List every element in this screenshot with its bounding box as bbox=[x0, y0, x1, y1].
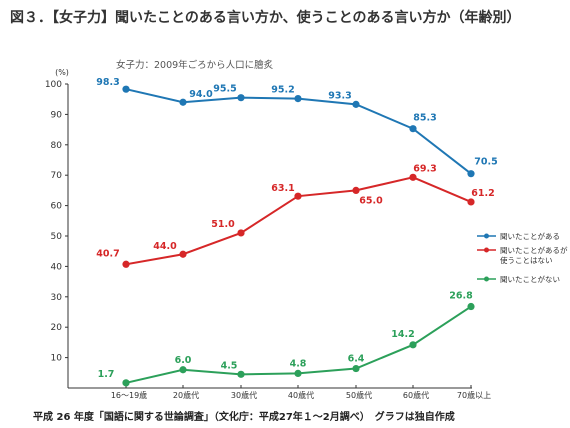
x-tick-label: 16～19歳 bbox=[111, 390, 147, 400]
data-point bbox=[409, 341, 417, 349]
legend-label: 聞いたことがない bbox=[500, 274, 560, 284]
x-tick-label: 70歳以上 bbox=[457, 390, 491, 400]
data-label: 70.5 bbox=[474, 157, 497, 168]
data-label: 51.0 bbox=[211, 219, 235, 230]
y-tick-label: 100 bbox=[45, 80, 62, 90]
y-unit-label: (%) bbox=[55, 68, 69, 77]
data-point bbox=[237, 370, 245, 378]
data-point bbox=[179, 366, 187, 374]
data-point bbox=[237, 94, 245, 102]
data-point bbox=[467, 302, 475, 311]
x-tick-label: 50歳代 bbox=[346, 390, 372, 400]
data-label: 6.0 bbox=[175, 355, 192, 366]
data-point bbox=[467, 198, 475, 206]
y-tick-label: 80 bbox=[51, 141, 63, 151]
data-point bbox=[122, 379, 130, 387]
data-point bbox=[294, 94, 302, 103]
data-label: 69.3 bbox=[413, 163, 436, 174]
legend-label: 聞いたことがある bbox=[500, 231, 560, 241]
y-tick-label: 10 bbox=[51, 354, 63, 364]
y-tick-label: 20 bbox=[51, 323, 63, 333]
data-point bbox=[467, 170, 475, 178]
legend-marker bbox=[484, 276, 489, 282]
data-label: 65.0 bbox=[359, 195, 383, 206]
data-label: 26.8 bbox=[449, 291, 473, 302]
data-label: 63.1 bbox=[271, 183, 294, 194]
data-label: 1.7 bbox=[98, 369, 115, 380]
data-point bbox=[409, 173, 417, 181]
data-point bbox=[352, 100, 360, 108]
y-tick-label: 50 bbox=[51, 232, 63, 242]
data-point bbox=[409, 125, 417, 133]
data-label: 94.0 bbox=[189, 89, 213, 100]
data-point bbox=[179, 98, 187, 106]
data-label: 85.3 bbox=[413, 113, 436, 124]
data-label: 98.3 bbox=[96, 77, 119, 88]
legend-marker bbox=[484, 233, 489, 239]
data-point bbox=[352, 186, 360, 194]
data-point bbox=[122, 85, 130, 93]
data-label: 14.2 bbox=[391, 329, 414, 340]
legend-marker bbox=[484, 247, 489, 253]
data-label: 61.2 bbox=[471, 188, 494, 199]
x-tick-label: 20歳代 bbox=[173, 390, 199, 400]
data-label: 95.5 bbox=[213, 84, 236, 95]
data-label: 4.8 bbox=[290, 358, 307, 369]
data-label: 40.7 bbox=[96, 248, 119, 259]
legend-label: 聞いたことがあるが bbox=[500, 245, 568, 255]
data-point bbox=[122, 260, 130, 268]
chart-subtitle: 女子力：2009年ごろから人口に膾炙 bbox=[116, 60, 274, 71]
data-label: 95.2 bbox=[271, 85, 294, 96]
y-tick-label: 30 bbox=[51, 293, 63, 303]
data-label: 44.0 bbox=[153, 241, 177, 252]
data-point bbox=[237, 229, 245, 237]
source-footnote: 平成 26 年度「国語に関する世論調査」（文化庁：平成27年１～2月調べ） グラ… bbox=[33, 412, 455, 423]
legend-label: 使うことはない bbox=[500, 255, 553, 265]
data-point bbox=[294, 369, 302, 378]
x-tick-label: 40歳代 bbox=[288, 390, 314, 400]
data-point bbox=[294, 192, 302, 200]
data-label: 6.4 bbox=[348, 354, 365, 365]
data-point bbox=[352, 364, 360, 373]
series-line bbox=[125, 176, 472, 266]
data-point bbox=[179, 250, 187, 258]
data-label: 93.3 bbox=[328, 90, 351, 101]
y-tick-label: 40 bbox=[51, 262, 63, 272]
x-tick-label: 60歳代 bbox=[403, 390, 429, 400]
data-label: 4.5 bbox=[221, 360, 238, 371]
x-tick-label: 30歳代 bbox=[231, 390, 257, 400]
y-tick-label: 60 bbox=[51, 202, 63, 212]
y-tick-label: 70 bbox=[51, 171, 63, 181]
y-tick-label: 90 bbox=[51, 110, 63, 120]
chart-title: 図３．【女子力】聞いたことのある言い方か、使うことのある言い方か（年齢別） bbox=[10, 10, 521, 26]
